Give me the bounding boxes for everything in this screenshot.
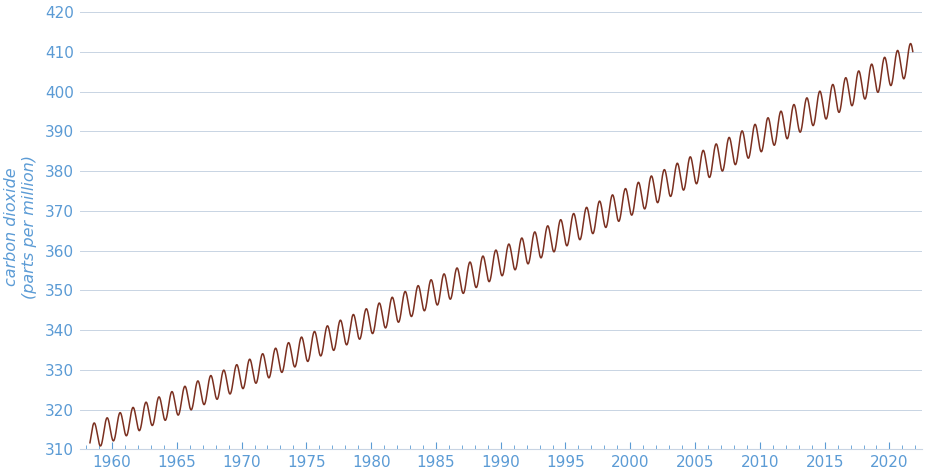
- Y-axis label: carbon dioxide
(parts per million): carbon dioxide (parts per million): [4, 155, 36, 299]
